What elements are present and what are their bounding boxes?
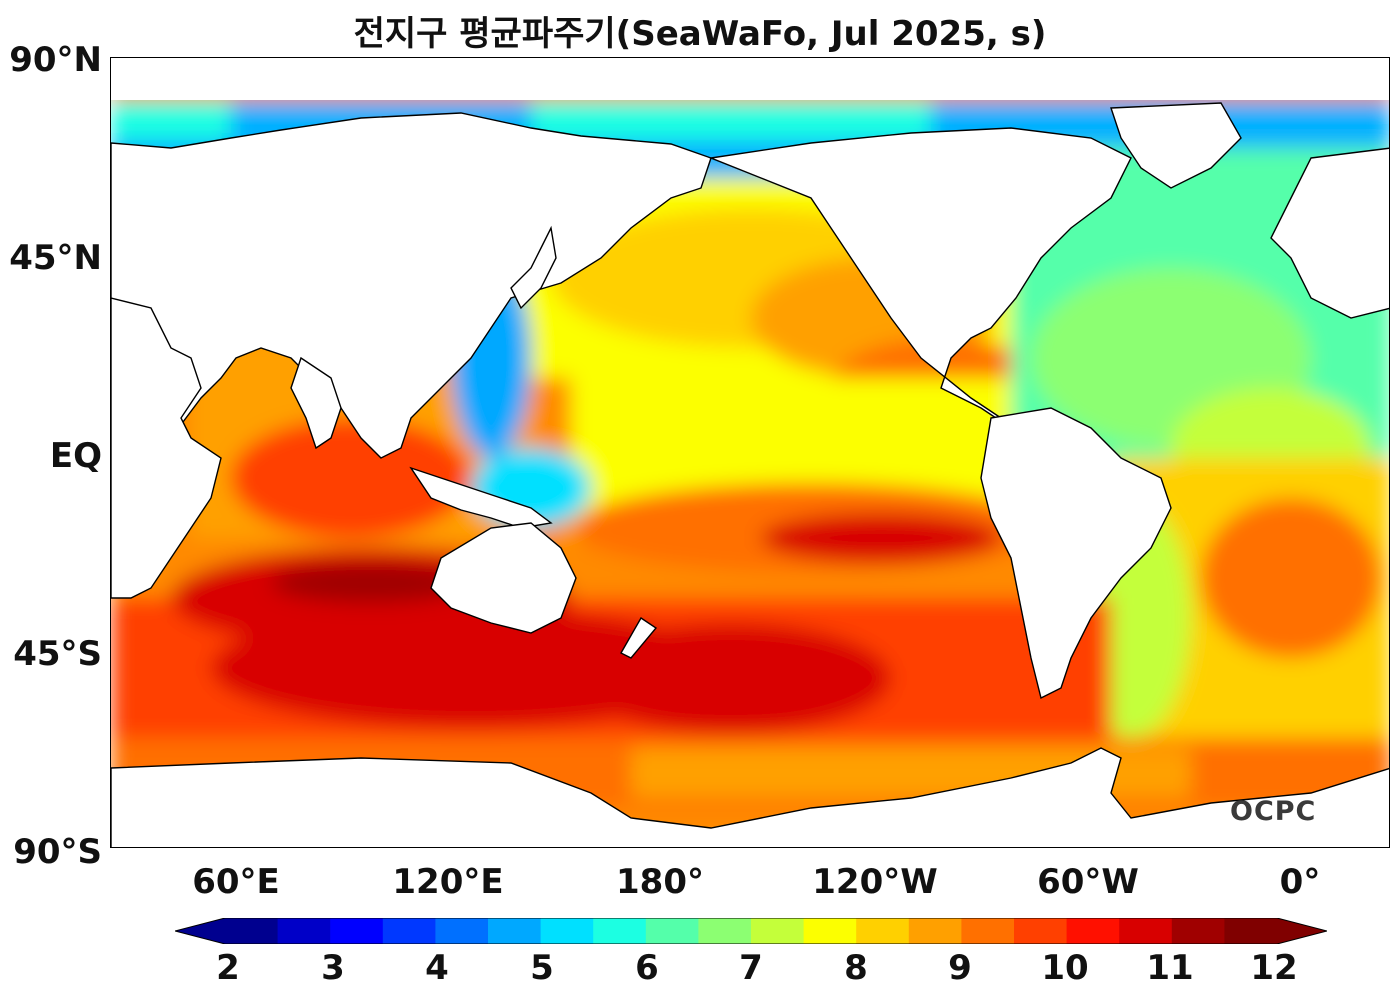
- colorbar-cell: [751, 918, 805, 944]
- land-india: [290, 356, 342, 450]
- colorbar-tick: 9: [948, 948, 972, 988]
- colorbar-cell: [908, 918, 962, 944]
- colorbar-cell: [225, 918, 279, 944]
- land-europe: [1270, 147, 1389, 319]
- colorbar-tick: 5: [530, 948, 554, 988]
- colorbar-cell: [1171, 918, 1225, 944]
- land-australia: [430, 522, 577, 634]
- ocpc-logo: OCPC: [1230, 796, 1317, 827]
- wave-period-map: [110, 57, 1390, 848]
- colorbar: [175, 918, 1327, 944]
- lon-label-180: 180°: [616, 862, 704, 902]
- land-greenland: [1110, 102, 1242, 189]
- colorbar-cell: [488, 918, 542, 944]
- map-canvas: [111, 58, 1389, 847]
- colorbar-tick: 4: [425, 948, 449, 988]
- colorbar-cell: [856, 918, 910, 944]
- colorbar-tick: 6: [635, 948, 659, 988]
- colorbar-cell: [803, 918, 857, 944]
- land-new-zealand: [620, 617, 658, 659]
- lat-label-eq: EQ: [49, 436, 102, 476]
- colorbar-extend-low: [175, 918, 225, 944]
- lat-label-90s: 90°S: [13, 832, 102, 872]
- lat-label-45s: 45°S: [13, 634, 102, 674]
- land-japan: [510, 225, 557, 310]
- land-eurasia: [111, 112, 712, 469]
- colorbar-cell: [1014, 918, 1068, 944]
- land-antarctica: [111, 747, 1389, 847]
- lat-label-45n: 45°N: [9, 238, 102, 278]
- colorbar-cell: [593, 918, 647, 944]
- colorbar-cell: [1224, 918, 1278, 944]
- lon-label-60w: 60°W: [1037, 862, 1139, 902]
- colorbar-cell: [1119, 918, 1173, 944]
- colorbar-cell: [961, 918, 1015, 944]
- lon-label-120e: 120°E: [392, 862, 504, 902]
- colorbar-tick: 3: [321, 948, 345, 988]
- lon-label-120w: 120°W: [812, 862, 938, 902]
- land-indonesia: [409, 466, 553, 529]
- colorbar-tick: 8: [844, 948, 868, 988]
- lon-label-0: 0°: [1279, 862, 1321, 902]
- colorbar-cell: [645, 918, 699, 944]
- colorbar-cell: [1066, 918, 1120, 944]
- colorbar-cell: [435, 918, 489, 944]
- colorbar-tick: 7: [739, 948, 763, 988]
- colorbar-cell: [698, 918, 752, 944]
- land-africa: [111, 297, 222, 599]
- colorbar-cell: [540, 918, 594, 944]
- colorbar-extend-high: [1277, 918, 1327, 944]
- colorbar-cell: [277, 918, 331, 944]
- land: [111, 58, 1389, 847]
- lat-label-90n: 90°N: [9, 40, 102, 80]
- land-south-america: [980, 407, 1172, 700]
- land-north-america: [708, 127, 1132, 439]
- colorbar-tick: 10: [1041, 948, 1089, 988]
- colorbar-tick: 2: [216, 948, 240, 988]
- map-title: 전지구 평균파주기(SeaWaFo, Jul 2025, s): [353, 14, 1047, 54]
- colorbar-cell: [382, 918, 436, 944]
- lon-label-60e: 60°E: [192, 862, 280, 902]
- colorbar-tick: 11: [1146, 948, 1194, 988]
- colorbar-cell: [330, 918, 384, 944]
- colorbar-tick: 12: [1250, 948, 1298, 988]
